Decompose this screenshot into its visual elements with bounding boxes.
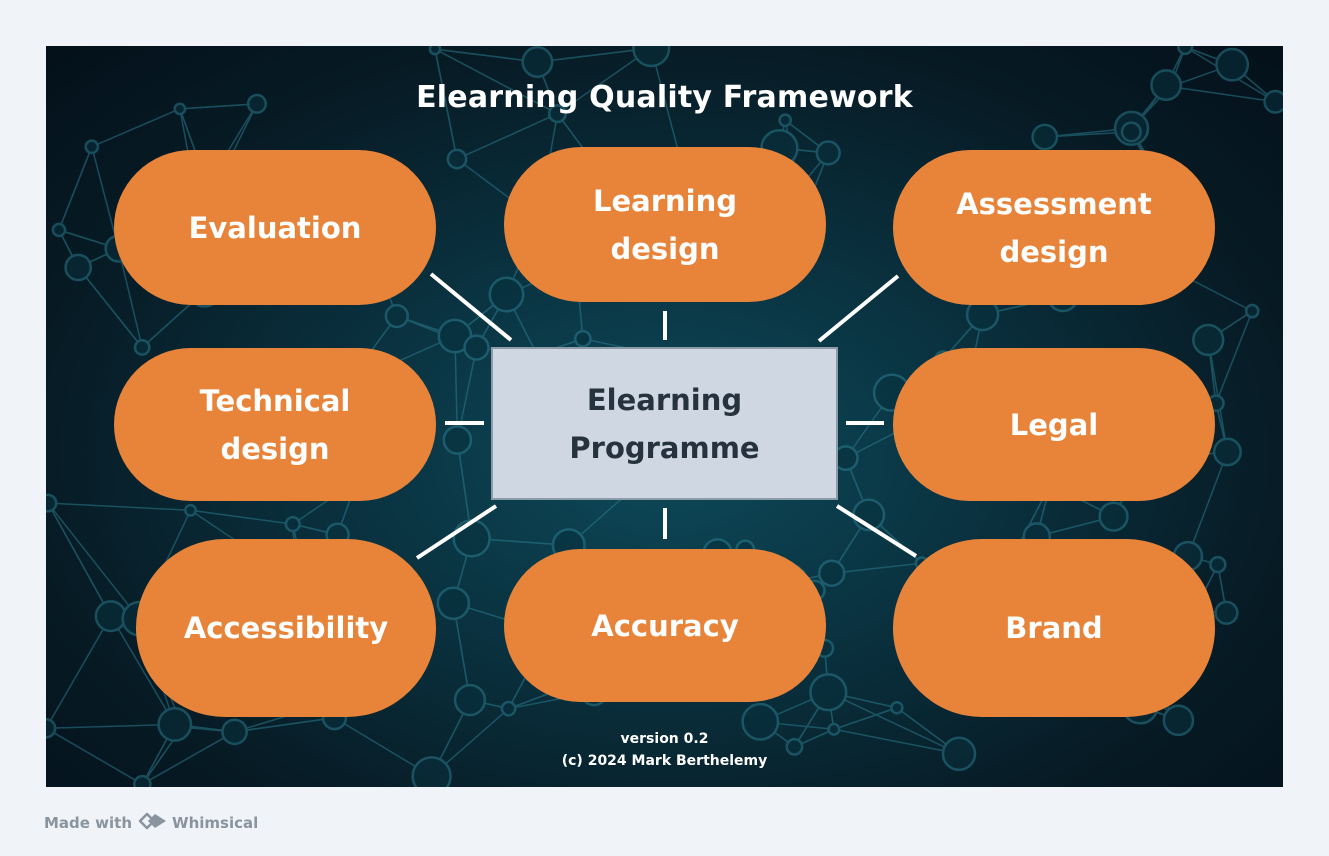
node-legal[interactable]: Legal	[893, 348, 1215, 501]
node-learning-design-label: Learning design	[592, 183, 737, 266]
made-with-label: Made with	[44, 814, 133, 832]
node-accuracy-label: Accuracy	[591, 608, 739, 643]
node-accuracy[interactable]: Accuracy	[504, 549, 826, 702]
whimsical-logo-icon	[138, 811, 168, 835]
node-assessment-design-label: Assessment design	[956, 186, 1152, 269]
diagram-canvas: Elearning Quality Framework Evaluation L…	[46, 46, 1283, 787]
node-brand[interactable]: Brand	[893, 539, 1215, 717]
node-technical-design-label: Technical design	[199, 383, 351, 466]
node-accessibility[interactable]: Accessibility	[136, 539, 436, 717]
diagram-title: Elearning Quality Framework	[416, 80, 913, 115]
node-accessibility-label: Accessibility	[183, 611, 389, 645]
node-technical-design[interactable]: Technical design	[114, 348, 436, 501]
diagram-footer: version 0.2 (c) 2024 Mark Berthelemy	[46, 728, 1283, 772]
node-evaluation-label: Evaluation	[188, 210, 362, 245]
connector-assessment-design	[817, 274, 900, 343]
node-learning-design[interactable]: Learning design	[504, 147, 826, 302]
center-node-elearning-programme[interactable]: Elearning Programme	[491, 347, 838, 500]
whimsical-label: Whimsical	[172, 814, 259, 832]
node-assessment-design[interactable]: Assessment design	[893, 150, 1215, 305]
version-text: version 0.2	[620, 731, 709, 747]
connector-brand	[835, 504, 918, 558]
copyright-text: (c) 2024 Mark Berthelemy	[561, 753, 768, 769]
connector-evaluation	[429, 272, 513, 342]
connector-lines	[415, 272, 918, 560]
made-with-whimsical-link[interactable]: Made with Whimsical	[44, 812, 258, 834]
node-brand-label: Brand	[1005, 611, 1103, 645]
node-legal-label: Legal	[1009, 407, 1099, 442]
center-node-label: Elearning Programme	[569, 382, 760, 465]
connector-accessibility	[415, 504, 498, 560]
node-evaluation[interactable]: Evaluation	[114, 150, 436, 305]
